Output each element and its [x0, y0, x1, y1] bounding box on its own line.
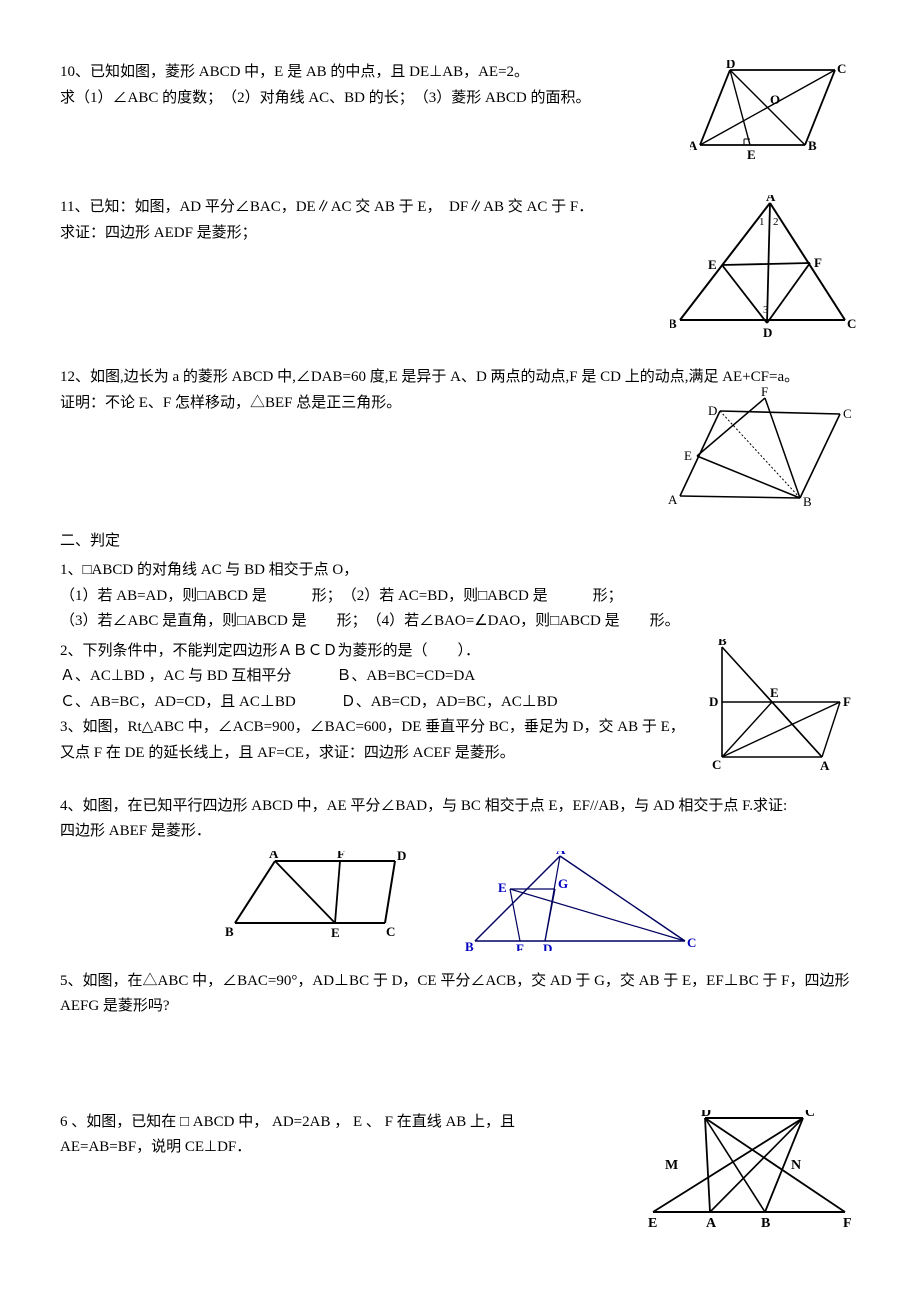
svg-text:A: A	[269, 851, 279, 861]
svg-text:B: B	[761, 1216, 770, 1228]
problem-10: ABCDEO 10、已知如图，菱形 ABCD 中，E 是 AB 的中点，且 DE…	[60, 60, 860, 165]
svg-text:D: D	[543, 941, 552, 951]
svg-text:F: F	[843, 1216, 852, 1228]
svg-text:D: D	[726, 60, 735, 71]
svg-text:B: B	[670, 316, 677, 331]
svg-text:A: A	[706, 1216, 717, 1228]
svg-text:A: A	[766, 195, 776, 204]
svg-text:E: E	[498, 880, 507, 895]
problem-11: ABCDEF123 11、已知：如图，AD 平分∠BAC，DE∥AC 交 AB …	[60, 195, 860, 340]
svg-text:B: B	[465, 939, 474, 951]
svg-text:D: D	[708, 403, 717, 418]
svg-text:F: F	[516, 941, 524, 951]
problem-12: 12、如图,边长为 a 的菱形 ABCD 中,∠DAB=60 度,E 是异于 A…	[60, 365, 860, 511]
svg-text:A: A	[556, 851, 566, 857]
svg-text:D: D	[709, 694, 718, 709]
section-2-heading: 二、判定	[60, 529, 860, 555]
problem-q6: D C E A B F M N 6 、如图，已知在 □ ABCD 中， AD=2AB ， E …	[60, 1110, 860, 1228]
problem-q5: 5、如图，在△ABC 中，∠BAC=90°，AD⊥BC 于 D，CE 平分∠AC…	[60, 969, 860, 1020]
svg-text:E: E	[648, 1216, 657, 1228]
p12-line1: 12、如图,边长为 a 的菱形 ABCD 中,∠DAB=60 度,E 是异于 A…	[60, 365, 860, 391]
svg-text:B: B	[718, 639, 727, 648]
svg-text:F: F	[814, 255, 822, 270]
svg-text:B: B	[225, 924, 234, 939]
svg-text:O: O	[770, 92, 780, 107]
problem-q1: 1、□ABCD 的对角线 AC 与 BD 相交于点 O， （1）若 AB=AD，…	[60, 558, 860, 635]
q4-line2: 四边形 ABEF 是菱形．	[60, 819, 860, 845]
svg-text:C: C	[687, 935, 696, 950]
figure-q3: B C A D E F	[700, 639, 860, 774]
svg-text:3: 3	[763, 304, 769, 316]
svg-text:C: C	[847, 316, 856, 331]
figure-p11: A B C D E F 12 3	[670, 195, 860, 340]
problem-q2-q3: BCADEF 2、下列条件中，不能判定四边形ＡＢＣＤ为菱形的是（ ）． Ａ、AC…	[60, 639, 860, 774]
svg-text:C: C	[712, 757, 721, 772]
svg-text:D: D	[701, 1110, 711, 1120]
svg-text:A: A	[690, 138, 698, 153]
svg-text:E: E	[331, 925, 340, 940]
svg-text:M: M	[665, 1158, 678, 1173]
svg-text:A: A	[820, 758, 830, 773]
figure-p12: ABCDEF	[665, 386, 860, 511]
q5-line1: 5、如图，在△ABC 中，∠BAC=90°，AD⊥BC 于 D，CE 平分∠AC…	[60, 969, 860, 1020]
svg-text:C: C	[805, 1110, 815, 1120]
svg-text:E: E	[708, 257, 717, 272]
svg-text:C: C	[843, 406, 852, 421]
q1-l1: （1）若 AB=AD，则□ABCD 是 形； （2）若 AC=BD，则□ABCD…	[60, 584, 860, 610]
svg-text:B: B	[803, 494, 812, 509]
q1-l2: （3）若∠ABC 是直角，则□ABCD 是 形； （4）若∠BAO=∠DAO，则…	[60, 609, 860, 635]
svg-text:C: C	[837, 61, 846, 76]
q4-line1: 4、如图，在已知平行四边形 ABCD 中，AE 平分∠BAD，与 BC 相交于点…	[60, 794, 860, 820]
q6-line1: 6 、如图，已知在 □ ABCD 中， AD=2AB ， E 、 F 在直线 A…	[60, 1110, 600, 1161]
svg-text:A: A	[668, 492, 678, 507]
figure-q6: D C E A B F M N	[645, 1110, 860, 1228]
svg-text:N: N	[791, 1158, 801, 1173]
problem-q4: 4、如图，在已知平行四边形 ABCD 中，AE 平分∠BAD，与 BC 相交于点…	[60, 794, 860, 951]
svg-text:E: E	[684, 448, 692, 463]
svg-text:G: G	[558, 876, 568, 891]
figure-p10: A B C D E O	[690, 60, 860, 165]
svg-text:B: B	[808, 138, 817, 153]
svg-text:F: F	[337, 851, 345, 861]
svg-text:D: D	[397, 851, 406, 863]
figure-q4-left: A D B C E F	[220, 851, 415, 951]
svg-text:C: C	[386, 924, 395, 939]
svg-text:D: D	[763, 325, 772, 340]
svg-text:F: F	[843, 694, 851, 709]
figure-q4-right: A B C D E F G	[465, 851, 700, 951]
svg-text:E: E	[747, 147, 756, 162]
svg-text:2: 2	[773, 216, 779, 228]
q1-stem: 1、□ABCD 的对角线 AC 与 BD 相交于点 O，	[60, 558, 860, 584]
svg-text:E: E	[770, 685, 779, 700]
svg-text:1: 1	[759, 216, 765, 228]
